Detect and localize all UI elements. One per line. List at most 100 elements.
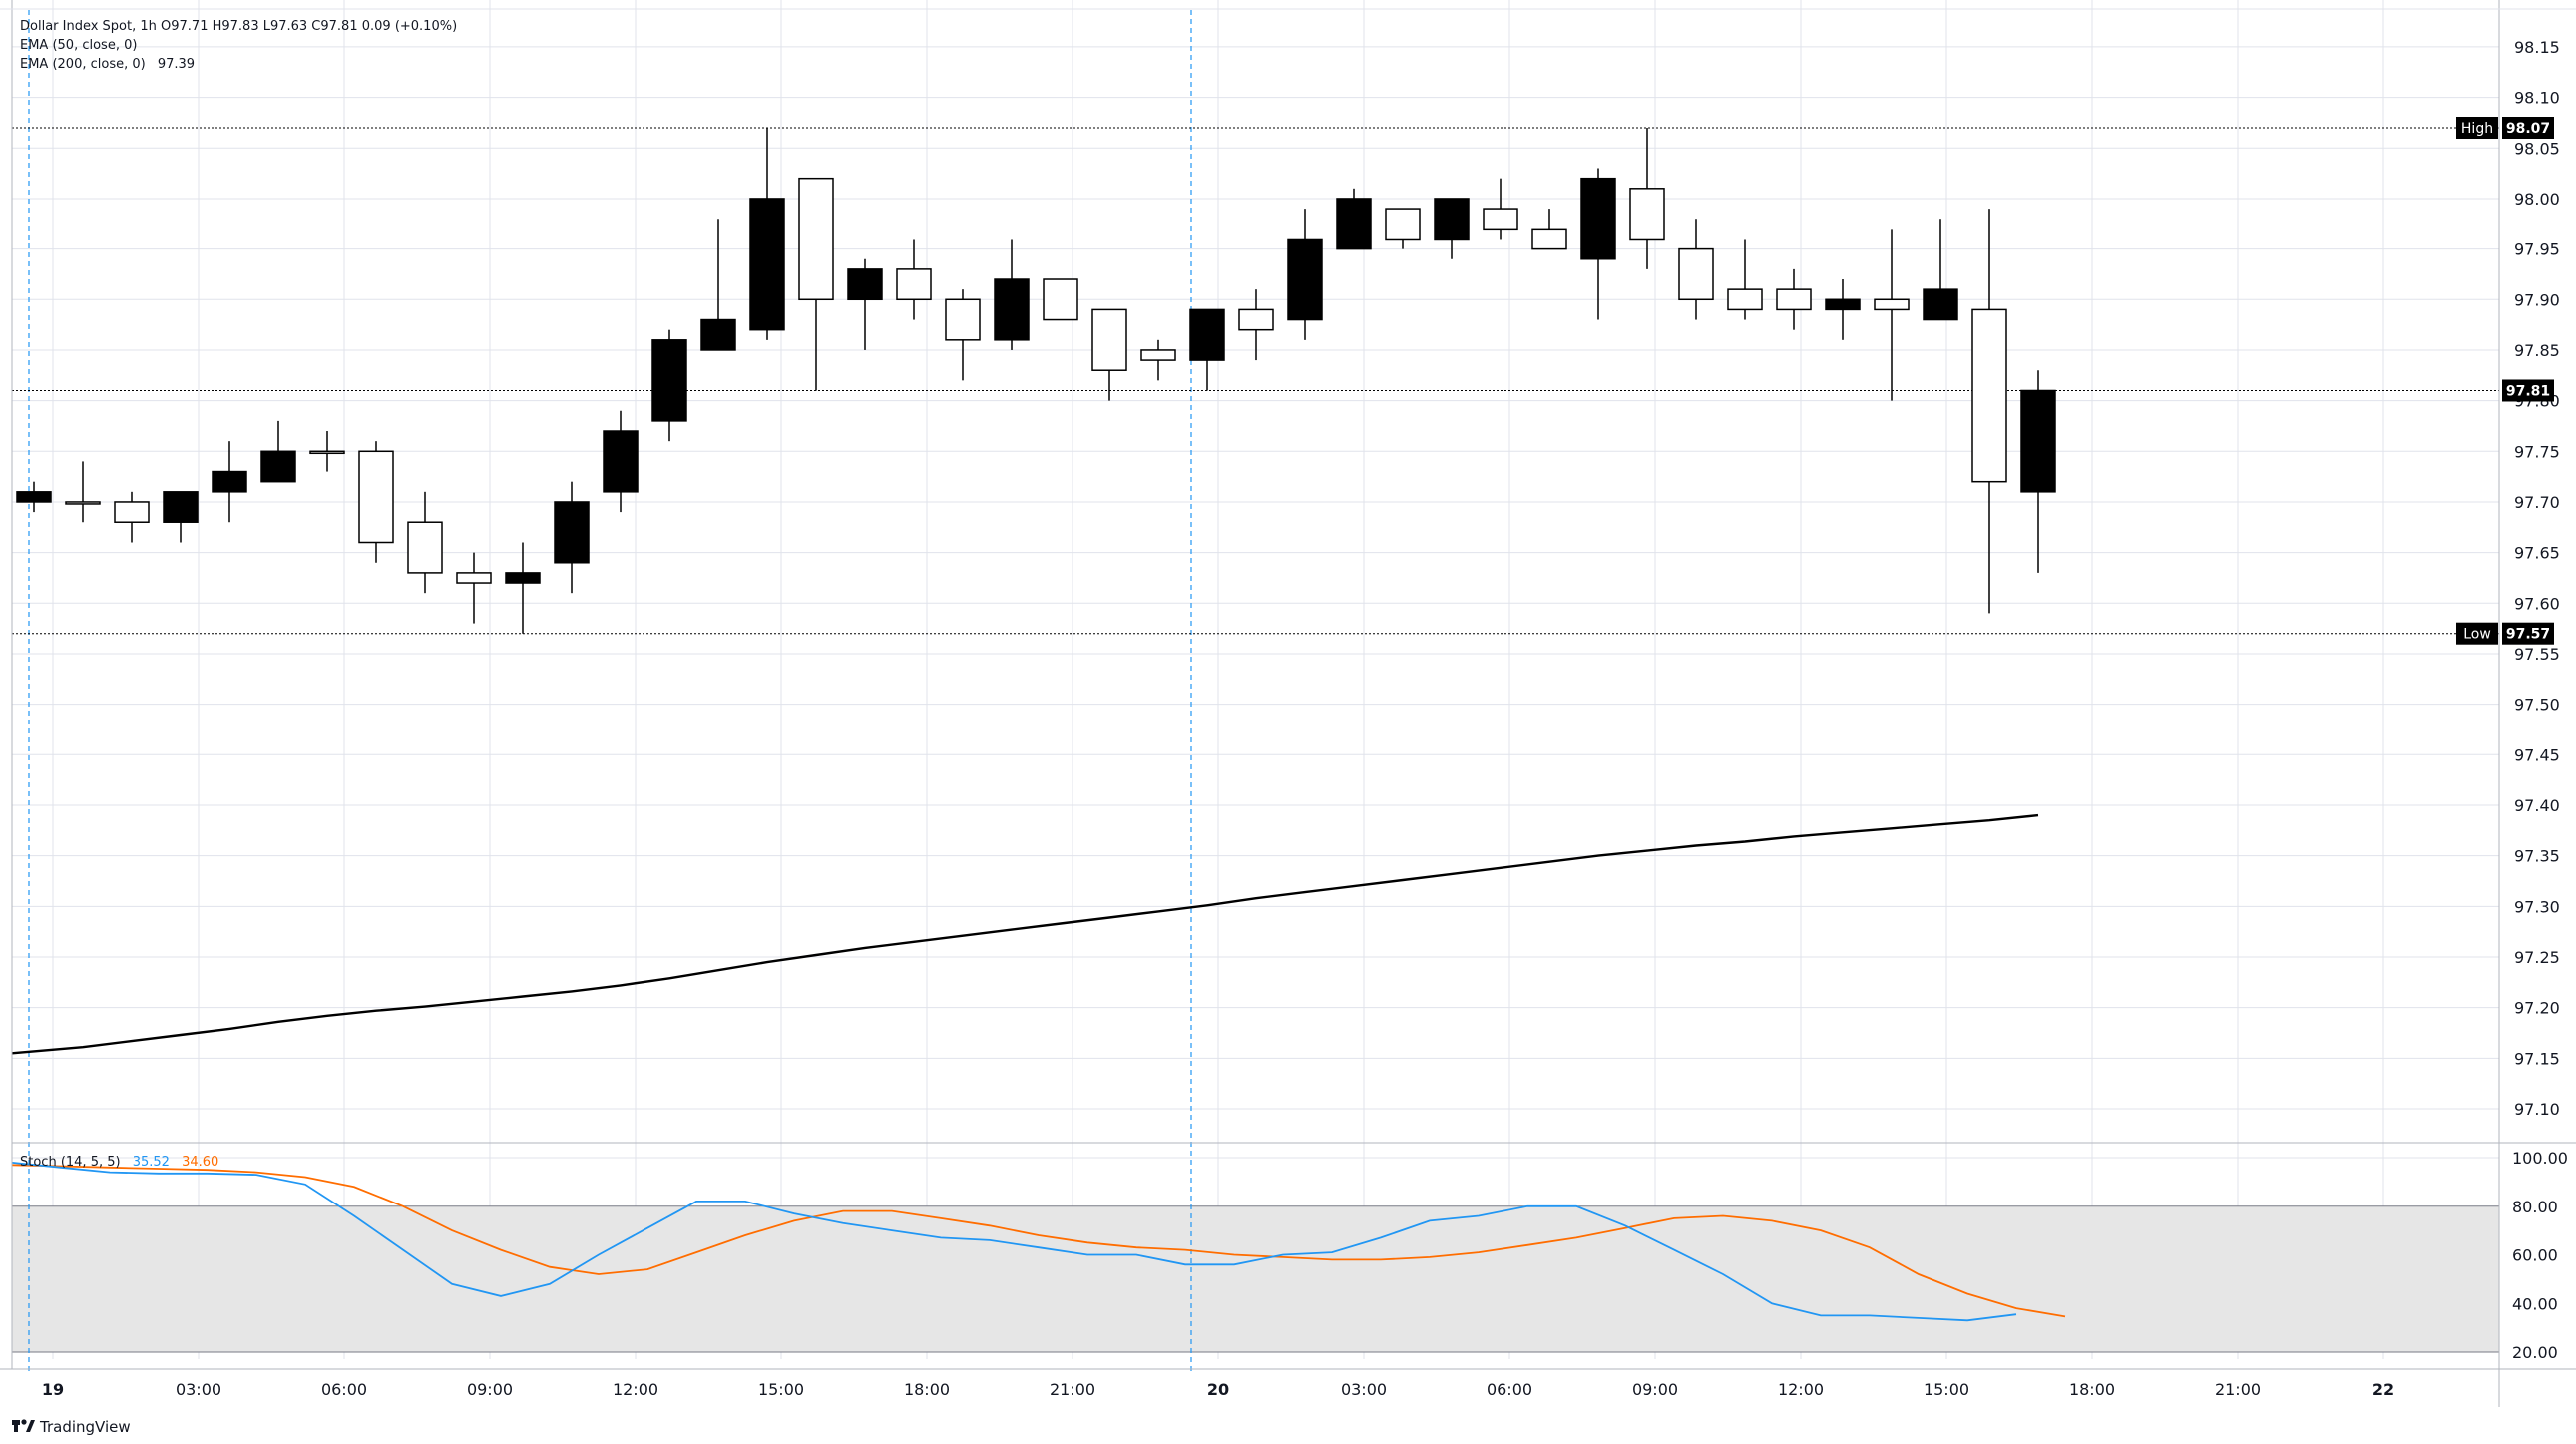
candle <box>1727 239 1763 320</box>
price-tick-label: 98.00 <box>2514 190 2560 209</box>
candle-body <box>1336 198 1372 250</box>
candle-body <box>309 450 345 455</box>
legend-ema200-label: EMA (200, close, 0) <box>20 57 146 72</box>
time-tick-label: 03:00 <box>1341 1380 1387 1399</box>
candle-body <box>896 268 932 301</box>
candle-body <box>700 318 736 351</box>
candle <box>65 461 101 523</box>
candle <box>749 128 785 340</box>
legend-symbol-line[interactable]: Dollar Index Spot, 1h O97.71 H97.83 L97.… <box>20 19 457 34</box>
stochastic-axis: 100.00 80.00 60.00 40.00 20.00 <box>2512 1149 2568 1362</box>
price-axis[interactable]: 98.1598.1098.0598.0097.9597.9097.8597.80… <box>2514 38 2560 1119</box>
candlestick-series <box>16 128 2056 634</box>
candle-body <box>505 572 541 584</box>
price-tick-label: 97.85 <box>2514 341 2560 360</box>
time-tick-label: 22 <box>2372 1380 2394 1399</box>
time-tick-label: 18:00 <box>904 1380 950 1399</box>
price-tick-label: 97.20 <box>2514 999 2560 1018</box>
candle <box>896 239 932 320</box>
ema200-line <box>11 813 2039 1055</box>
candle <box>1874 229 1910 401</box>
price-tag-value: 97.81 <box>2506 383 2550 399</box>
candle-body <box>798 177 834 301</box>
price-tag-low <box>2502 622 2554 645</box>
price-tick-label: 98.15 <box>2514 38 2560 57</box>
time-tick-label: 09:00 <box>1632 1380 1678 1399</box>
time-tick-label: 12:00 <box>613 1380 658 1399</box>
candle <box>651 329 687 442</box>
candle <box>603 410 639 513</box>
tradingview-logo[interactable]: TradingView <box>12 1418 131 1436</box>
stoch-tick-label: 80.00 <box>2512 1198 2558 1216</box>
price-tag-value: 97.57 <box>2506 627 2550 643</box>
candle-body <box>847 268 883 301</box>
price-tick-label: 97.50 <box>2514 696 2560 715</box>
price-tag-value: 98.07 <box>2506 121 2550 137</box>
candle-body <box>1238 308 1274 331</box>
candle <box>260 420 296 483</box>
candle-body <box>65 501 101 505</box>
candle <box>1189 308 1225 391</box>
stoch-oversold-overbought-band <box>12 1205 2499 1353</box>
price-tick-label: 97.55 <box>2514 645 2560 664</box>
candle <box>1629 128 1665 269</box>
candle <box>1140 339 1176 381</box>
time-tick-label: 06:00 <box>321 1380 367 1399</box>
candle-body <box>1825 298 1861 311</box>
price-tag-high <box>2502 117 2554 140</box>
candle-body <box>994 278 1030 341</box>
ema200-series <box>11 813 2039 1055</box>
legend-stoch[interactable]: Stoch (14, 5, 5) 35.52 34.60 <box>20 1155 218 1170</box>
candle-body <box>212 470 247 493</box>
price-marker-lines <box>12 127 2499 635</box>
candle <box>1287 209 1323 340</box>
candle-body <box>1434 198 1470 241</box>
time-tick-label: 15:00 <box>1924 1380 1969 1399</box>
legend-ema50[interactable]: EMA (50, close, 0) <box>20 38 137 53</box>
candle <box>1825 279 1861 340</box>
candle-body <box>1629 188 1665 241</box>
marker-tag-low <box>2456 622 2498 645</box>
session-separators <box>28 10 1192 1375</box>
candle-body <box>749 198 785 331</box>
time-tick-label: 15:00 <box>758 1380 804 1399</box>
time-axis[interactable]: 19 03:00 06:00 09:00 12:00 15:00 18:00 21:00 20 0… <box>42 1380 2394 1399</box>
candle <box>163 491 199 543</box>
candle <box>505 542 541 634</box>
time-tick-label: 09:00 <box>467 1380 513 1399</box>
price-tag-current <box>2502 379 2554 402</box>
candle <box>1238 289 1274 361</box>
price-tick-label: 97.25 <box>2514 948 2560 967</box>
legend-ema200[interactable]: EMA (200, close, 0) 97.39 <box>20 57 195 72</box>
candle <box>358 441 394 563</box>
candle <box>1971 209 2007 614</box>
candle <box>994 239 1030 350</box>
candle-body <box>1776 288 1812 311</box>
price-tick-label: 97.15 <box>2514 1049 2560 1068</box>
candle-body <box>1580 177 1616 260</box>
price-tick-label: 97.90 <box>2514 290 2560 309</box>
candle <box>1043 278 1078 321</box>
price-tick-label: 98.05 <box>2514 139 2560 158</box>
stoch-tick-label: 40.00 <box>2512 1294 2558 1313</box>
stoch-band <box>12 1205 2499 1352</box>
candle <box>1483 178 1518 240</box>
time-tick-label: 20 <box>1207 1380 1229 1399</box>
candle <box>1091 308 1127 401</box>
price-tick-label: 97.40 <box>2514 796 2560 815</box>
axis-frame <box>0 0 2576 1407</box>
candle <box>798 177 834 391</box>
tradingview-logo-icon <box>12 1419 35 1432</box>
candle-body <box>358 450 394 544</box>
candle-body <box>456 572 492 584</box>
marker-tag-label: High <box>2461 121 2493 137</box>
candle <box>114 491 150 543</box>
stoch-k-line <box>11 1162 2017 1322</box>
candle-body <box>163 491 199 523</box>
price-tick-label: 97.30 <box>2514 897 2560 916</box>
candle-body <box>1043 278 1078 321</box>
marker-tag-label: Low <box>2463 627 2491 643</box>
price-tick-label: 97.75 <box>2514 442 2560 461</box>
time-tick-label: 19 <box>42 1380 64 1399</box>
